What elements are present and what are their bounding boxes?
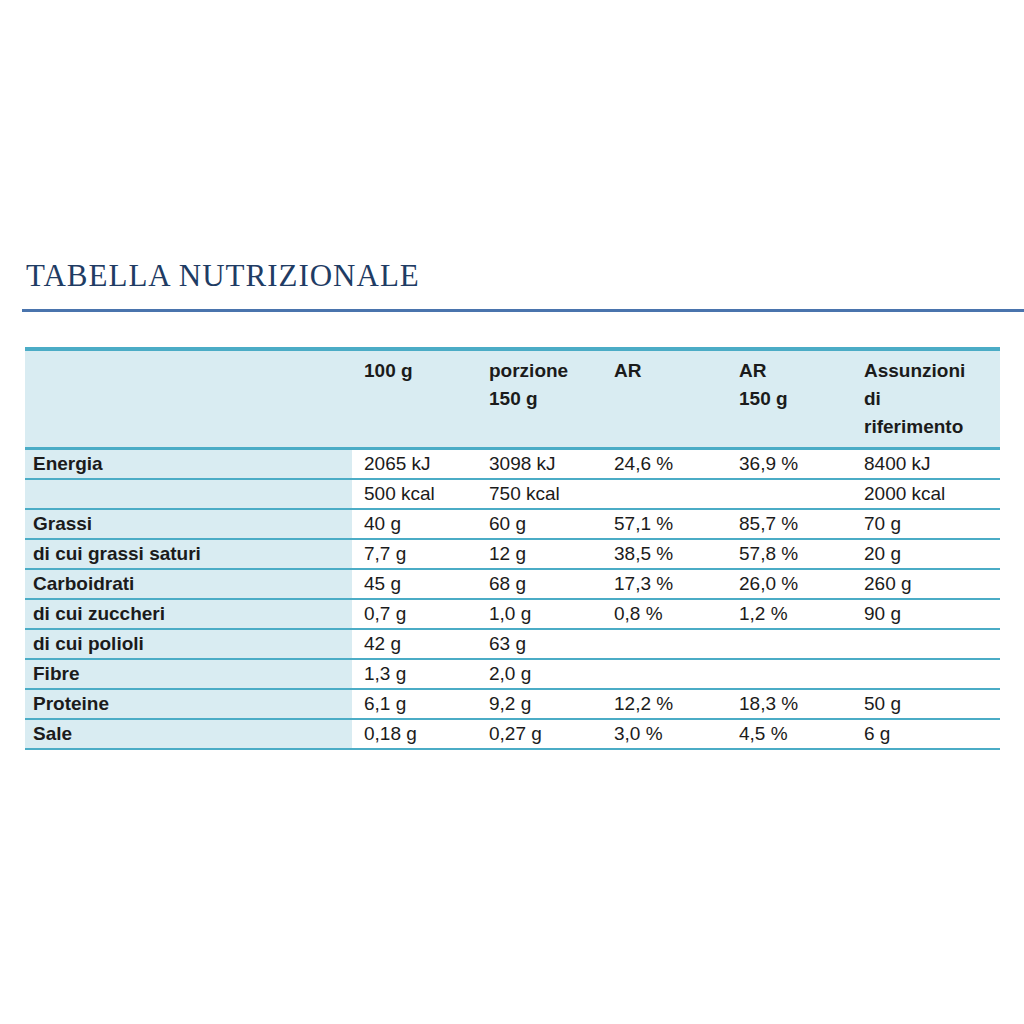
document-page: TABELLA NUTRIZIONALE 100 gporzione 150 g… — [0, 0, 1024, 1024]
value-cell: 57,1 % — [602, 509, 727, 539]
value-cell: 0,27 g — [477, 719, 602, 749]
column-header: AR — [602, 349, 727, 449]
table-row: Grassi40 g60 g57,1 %85,7 %70 g — [25, 509, 1000, 539]
table-header-row: 100 gporzione 150 gARAR 150 gAssunzioni … — [25, 349, 1000, 449]
table-row: Fibre1,3 g2,0 g — [25, 659, 1000, 689]
value-cell: 18,3 % — [727, 689, 852, 719]
value-cell: 3,0 % — [602, 719, 727, 749]
row-label-cell: Sale — [25, 719, 352, 749]
value-cell: 70 g — [852, 509, 1000, 539]
value-cell: 1,0 g — [477, 599, 602, 629]
value-cell — [727, 629, 852, 659]
value-cell: 0,8 % — [602, 599, 727, 629]
row-label-cell — [25, 479, 352, 509]
row-label-cell: Energia — [25, 449, 352, 480]
column-header: AR 150 g — [727, 349, 852, 449]
row-label-cell: di cui polioli — [25, 629, 352, 659]
row-label-cell: di cui grassi saturi — [25, 539, 352, 569]
row-label-cell: Proteine — [25, 689, 352, 719]
column-header: Assunzioni di riferimento — [852, 349, 1000, 449]
title-underline-rule — [22, 309, 1024, 312]
value-cell: 60 g — [477, 509, 602, 539]
column-header: 100 g — [352, 349, 477, 449]
value-cell: 90 g — [852, 599, 1000, 629]
value-cell — [727, 479, 852, 509]
value-cell — [852, 629, 1000, 659]
value-cell: 2065 kJ — [352, 449, 477, 480]
table-corner-cell — [25, 349, 352, 449]
table-row: di cui grassi saturi7,7 g12 g38,5 %57,8 … — [25, 539, 1000, 569]
table-body: Energia2065 kJ3098 kJ24,6 %36,9 %8400 kJ… — [25, 449, 1000, 750]
value-cell: 0,7 g — [352, 599, 477, 629]
value-cell: 1,3 g — [352, 659, 477, 689]
table-row: Sale0,18 g0,27 g3,0 %4,5 %6 g — [25, 719, 1000, 749]
table-row: 500 kcal750 kcal 2000 kcal — [25, 479, 1000, 509]
value-cell: 2000 kcal — [852, 479, 1000, 509]
value-cell: 1,2 % — [727, 599, 852, 629]
row-label-cell: di cui zuccheri — [25, 599, 352, 629]
value-cell: 20 g — [852, 539, 1000, 569]
value-cell: 12 g — [477, 539, 602, 569]
value-cell: 17,3 % — [602, 569, 727, 599]
value-cell: 40 g — [352, 509, 477, 539]
value-cell: 24,6 % — [602, 449, 727, 480]
value-cell — [727, 659, 852, 689]
value-cell: 57,8 % — [727, 539, 852, 569]
value-cell: 68 g — [477, 569, 602, 599]
nutrition-table: 100 gporzione 150 gARAR 150 gAssunzioni … — [25, 347, 1000, 750]
value-cell: 750 kcal — [477, 479, 602, 509]
value-cell: 3098 kJ — [477, 449, 602, 480]
value-cell — [602, 659, 727, 689]
value-cell: 8400 kJ — [852, 449, 1000, 480]
value-cell: 63 g — [477, 629, 602, 659]
value-cell — [602, 479, 727, 509]
value-cell: 36,9 % — [727, 449, 852, 480]
value-cell: 85,7 % — [727, 509, 852, 539]
value-cell: 38,5 % — [602, 539, 727, 569]
table-row: di cui zuccheri0,7 g1,0 g0,8 %1,2 %90 g — [25, 599, 1000, 629]
column-header: porzione 150 g — [477, 349, 602, 449]
value-cell: 0,18 g — [352, 719, 477, 749]
value-cell: 12,2 % — [602, 689, 727, 719]
value-cell: 45 g — [352, 569, 477, 599]
row-label-cell: Carboidrati — [25, 569, 352, 599]
value-cell: 50 g — [852, 689, 1000, 719]
table-row: Carboidrati45 g68 g17,3 %26,0 %260 g — [25, 569, 1000, 599]
value-cell — [602, 629, 727, 659]
value-cell: 4,5 % — [727, 719, 852, 749]
table-row: Energia2065 kJ3098 kJ24,6 %36,9 %8400 kJ — [25, 449, 1000, 480]
table-row: Proteine6,1 g9,2 g12,2 %18,3 %50 g — [25, 689, 1000, 719]
value-cell: 9,2 g — [477, 689, 602, 719]
row-label-cell: Grassi — [25, 509, 352, 539]
value-cell: 6,1 g — [352, 689, 477, 719]
page-title: TABELLA NUTRIZIONALE — [26, 258, 420, 294]
value-cell: 500 kcal — [352, 479, 477, 509]
row-label-cell: Fibre — [25, 659, 352, 689]
value-cell: 7,7 g — [352, 539, 477, 569]
value-cell: 2,0 g — [477, 659, 602, 689]
value-cell: 26,0 % — [727, 569, 852, 599]
value-cell — [852, 659, 1000, 689]
value-cell: 42 g — [352, 629, 477, 659]
value-cell: 6 g — [852, 719, 1000, 749]
table-row: di cui polioli42 g63 g — [25, 629, 1000, 659]
value-cell: 260 g — [852, 569, 1000, 599]
